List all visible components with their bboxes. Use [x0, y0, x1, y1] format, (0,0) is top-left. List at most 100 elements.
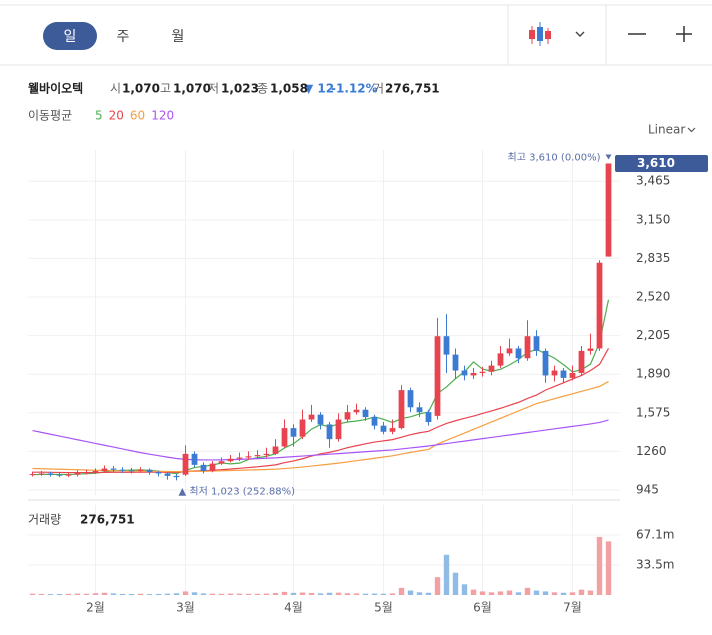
volume-bar — [128, 594, 135, 595]
volume-bar — [425, 592, 432, 595]
volume-total: 276,751 — [80, 513, 135, 527]
candle-body — [119, 469, 126, 471]
candle-body — [110, 468, 117, 470]
candle-body — [47, 473, 54, 475]
x-tick-label: 6월 — [473, 601, 492, 615]
y-tick-label: 2,520 — [636, 290, 670, 304]
candle-body — [317, 414, 324, 425]
volume-bar — [533, 590, 540, 595]
price-badge — [615, 154, 708, 172]
volume-bar — [326, 592, 333, 595]
volume-bar — [209, 593, 216, 595]
y-tick-label: 3,465 — [636, 174, 670, 188]
candle-body — [371, 417, 378, 426]
candle-body — [605, 163, 612, 257]
high-marker — [605, 154, 612, 160]
volume-bar — [578, 589, 585, 595]
tab[interactable]: 월 — [172, 29, 185, 45]
candle-body — [236, 457, 243, 459]
active-tab[interactable] — [43, 22, 97, 50]
change: ▼ 12 — [304, 82, 334, 96]
volume-bar — [146, 594, 153, 595]
volume-bar — [353, 593, 360, 595]
volume-bar — [569, 592, 576, 595]
volume-bar — [515, 592, 522, 595]
volume-bar — [380, 593, 387, 595]
volume-bar — [317, 593, 324, 595]
volume-bar — [524, 587, 531, 595]
volume-bar — [263, 593, 270, 595]
candle-body — [596, 262, 603, 349]
volume-bar — [398, 587, 405, 595]
quote-label: 고 — [160, 82, 171, 96]
candle-body — [137, 469, 144, 471]
ma-line — [32, 348, 610, 474]
candle-body — [191, 453, 198, 465]
zoom-in[interactable] — [676, 26, 692, 42]
dropdown-chevron[interactable] — [575, 31, 585, 37]
volume-bar — [38, 593, 45, 595]
ma-line — [32, 419, 609, 461]
candle-body — [92, 470, 99, 473]
volume-bar — [452, 572, 459, 595]
legend-entry: 5 — [95, 109, 103, 123]
volume-tick-label: 67.1m — [636, 528, 674, 542]
candle-body — [200, 464, 207, 471]
candle-body — [344, 412, 351, 420]
volume-bar — [29, 593, 36, 595]
candle-body — [326, 424, 333, 440]
x-tick-label: 7월 — [563, 601, 582, 615]
volume-bar — [92, 593, 99, 595]
candle-body — [542, 350, 549, 376]
volume-bar — [389, 593, 396, 595]
volume-bar — [470, 589, 477, 595]
candle-body — [578, 350, 585, 373]
stock-name: 웰바이오텍 — [28, 81, 83, 96]
candle-body — [173, 475, 180, 478]
legend-entry: 120 — [151, 109, 174, 123]
y-tick-label: 3,150 — [636, 212, 670, 226]
candle-body — [164, 473, 171, 476]
volume-bar — [110, 593, 117, 595]
candle-body — [101, 468, 108, 471]
volume-bar — [551, 592, 558, 595]
volume-bar — [407, 590, 414, 595]
volume-bar — [65, 593, 72, 595]
tab[interactable]: 주 — [117, 29, 130, 45]
candle-body — [254, 455, 261, 457]
high-annotation: 최고 3,610 (0.00%) — [508, 151, 601, 163]
volume-bar — [47, 594, 54, 595]
candle-body — [29, 474, 36, 476]
scale-mode[interactable]: Linear — [648, 123, 685, 137]
candle-body — [263, 453, 270, 456]
candle-body — [452, 354, 459, 371]
candle-body — [299, 419, 306, 437]
volume-bar — [119, 593, 126, 595]
candle-body — [389, 428, 396, 432]
candle-body — [560, 370, 567, 378]
volume-bar — [488, 592, 495, 595]
volume-bar — [542, 591, 549, 595]
ma-label: 이동평균 — [28, 109, 72, 123]
candle-icon[interactable] — [529, 22, 551, 46]
scale-chevron[interactable] — [687, 127, 696, 133]
candle-body — [290, 428, 297, 437]
quote-value: 1,058 — [270, 82, 308, 96]
x-tick-label: 4월 — [284, 601, 303, 615]
candle-body — [128, 470, 135, 472]
x-tick-label: 3월 — [176, 601, 195, 615]
tab[interactable]: 일 — [64, 29, 77, 45]
candle-body — [479, 371, 486, 373]
volume-bar — [272, 593, 279, 595]
y-tick-label: 2,205 — [636, 328, 670, 342]
candle-body — [227, 458, 234, 462]
volume-bar — [344, 593, 351, 595]
volume-bar — [101, 592, 108, 595]
candle-body — [182, 453, 189, 475]
volume-bar — [74, 593, 81, 595]
volume-bar — [497, 591, 504, 595]
volume-label: 거 — [373, 82, 384, 96]
volume-bar — [596, 536, 603, 595]
candle-body — [353, 409, 360, 413]
volume-bar — [164, 593, 171, 595]
